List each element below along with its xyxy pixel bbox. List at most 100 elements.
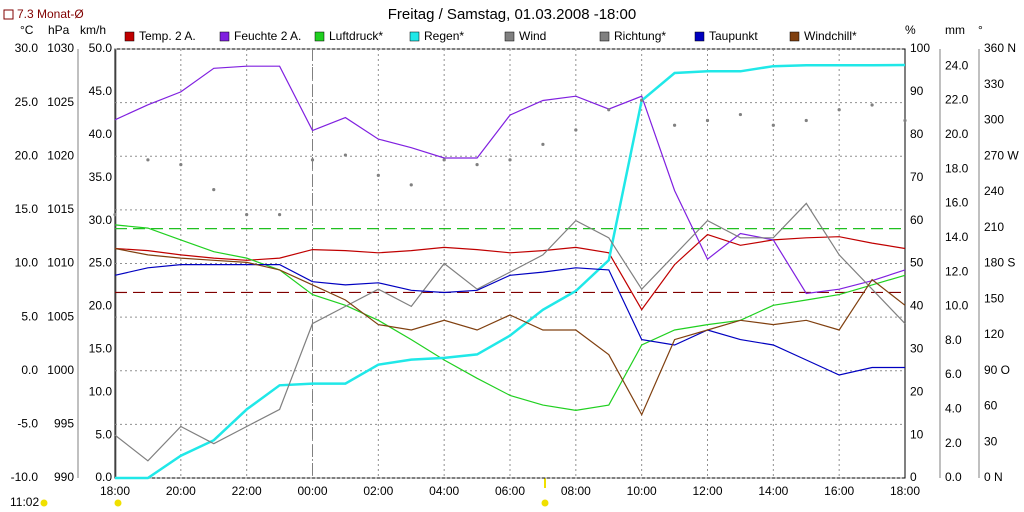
legend-label: Taupunkt bbox=[709, 29, 758, 43]
x-tick-label: 10:00 bbox=[627, 484, 657, 498]
series-dot bbox=[508, 158, 512, 162]
y-tick-label: 40.0 bbox=[89, 127, 113, 141]
series-dot bbox=[870, 103, 874, 107]
series-line bbox=[114, 264, 905, 376]
y-tick-label: 20 bbox=[910, 384, 924, 398]
legend-label: Regen* bbox=[424, 29, 464, 43]
y-tick-label: 0.0 bbox=[95, 470, 112, 484]
y-tick-label: 40 bbox=[910, 299, 924, 313]
x-tick-label: 18:00 bbox=[100, 484, 130, 498]
y-tick-label: 1025 bbox=[47, 95, 74, 109]
legend-swatch bbox=[599, 31, 610, 42]
axis-unit: hPa bbox=[48, 23, 70, 37]
y-tick-label: 16.0 bbox=[945, 196, 969, 210]
y-tick-label: 8.0 bbox=[945, 333, 962, 347]
y-tick-label: 1020 bbox=[47, 148, 74, 162]
y-tick-label: 20.0 bbox=[89, 299, 113, 313]
y-tick-label: 12.0 bbox=[945, 264, 969, 278]
series-dot bbox=[146, 158, 150, 162]
y-tick-label: 6.0 bbox=[945, 367, 962, 381]
legend-label: Temp. 2 A. bbox=[139, 29, 196, 43]
series-dot bbox=[541, 142, 545, 146]
x-tick-label: 14:00 bbox=[758, 484, 788, 498]
axis-unit: km/h bbox=[80, 23, 106, 37]
y-tick-label: 22.0 bbox=[945, 93, 969, 107]
marker bbox=[541, 499, 549, 507]
legend-swatch bbox=[124, 31, 135, 42]
legend-swatch bbox=[789, 31, 800, 42]
y-tick-label: 14.0 bbox=[945, 230, 969, 244]
axis-unit: mm bbox=[945, 23, 965, 37]
marker bbox=[114, 499, 122, 507]
y-tick-label: 0 N bbox=[984, 470, 1003, 484]
y-tick-label: 50.0 bbox=[89, 41, 113, 55]
y-tick-label: 15.0 bbox=[89, 341, 113, 355]
x-tick-label: 22:00 bbox=[232, 484, 262, 498]
series-dot bbox=[376, 173, 380, 177]
y-tick-label: 1005 bbox=[47, 309, 74, 323]
legend-label: Feuchte 2 A. bbox=[234, 29, 301, 43]
y-tick-label: 45.0 bbox=[89, 84, 113, 98]
y-tick-label: 0.0 bbox=[945, 470, 962, 484]
y-tick-label: 5.0 bbox=[21, 309, 38, 323]
legend-swatch bbox=[409, 31, 420, 42]
y-tick-label: 30.0 bbox=[89, 213, 113, 227]
y-tick-label: 180 S bbox=[984, 256, 1015, 270]
x-tick-label: 08:00 bbox=[561, 484, 591, 498]
legend-swatch bbox=[504, 31, 515, 42]
monthly-label: 7.3 Monat-Ø bbox=[17, 7, 84, 21]
series-dot bbox=[804, 118, 808, 123]
chart-title: Freitag / Samstag, 01.03.2008 -18:00 bbox=[388, 6, 637, 23]
y-tick-label: 995 bbox=[54, 417, 74, 431]
legend-swatch bbox=[219, 31, 230, 42]
series-dot bbox=[672, 123, 677, 127]
y-tick-label: 330 bbox=[984, 77, 1004, 91]
y-tick-label: 990 bbox=[54, 470, 74, 484]
y-tick-label: -10.0 bbox=[11, 470, 39, 484]
series-dot bbox=[343, 153, 348, 157]
y-tick-label: 5.0 bbox=[95, 427, 112, 441]
series-dot bbox=[903, 118, 907, 123]
series-line bbox=[114, 247, 906, 417]
y-tick-label: 35.0 bbox=[89, 170, 113, 184]
time-label: 11:02 bbox=[10, 495, 39, 509]
series-dot bbox=[179, 162, 183, 167]
y-tick-label: 1030 bbox=[47, 41, 74, 55]
y-tick-label: 30 bbox=[984, 434, 998, 448]
series-dot bbox=[212, 188, 216, 192]
y-tick-label: 30.0 bbox=[15, 41, 39, 55]
y-tick-label: 25.0 bbox=[15, 95, 39, 109]
legend-swatch bbox=[314, 31, 325, 42]
series-dot bbox=[705, 118, 710, 123]
y-tick-label: 50 bbox=[910, 256, 924, 270]
legend-label: Richtung* bbox=[614, 29, 666, 43]
legend-label: Wind bbox=[519, 29, 546, 43]
series-dot bbox=[607, 108, 611, 112]
y-tick-label: 24.0 bbox=[945, 58, 969, 72]
legend-label: Luftdruck* bbox=[329, 29, 383, 43]
y-tick-label: 10.0 bbox=[15, 256, 39, 270]
y-tick-label: 80 bbox=[910, 127, 924, 141]
y-tick-label: 360 N bbox=[984, 41, 1016, 55]
series-dot bbox=[574, 128, 578, 132]
series-line bbox=[114, 224, 906, 412]
series-line bbox=[114, 202, 906, 462]
series-dot bbox=[475, 162, 479, 167]
series-dot bbox=[245, 213, 249, 217]
series-dot bbox=[442, 158, 446, 162]
y-tick-label: 210 bbox=[984, 220, 1004, 234]
y-tick-label: 0.0 bbox=[21, 363, 38, 377]
x-tick-label: 18:00 bbox=[890, 484, 920, 498]
axis-unit: °C bbox=[20, 23, 34, 37]
y-tick-label: 10 bbox=[910, 427, 924, 441]
y-tick-label: 4.0 bbox=[945, 402, 962, 416]
y-tick-label: 15.0 bbox=[15, 202, 39, 216]
y-tick-label: 90 bbox=[910, 84, 924, 98]
y-tick-label: 1010 bbox=[47, 256, 74, 270]
y-tick-label: 18.0 bbox=[945, 161, 969, 175]
series-dot bbox=[310, 158, 315, 162]
series-dot bbox=[409, 183, 413, 187]
y-tick-label: 70 bbox=[910, 170, 924, 184]
y-tick-label: 0 bbox=[910, 470, 917, 484]
